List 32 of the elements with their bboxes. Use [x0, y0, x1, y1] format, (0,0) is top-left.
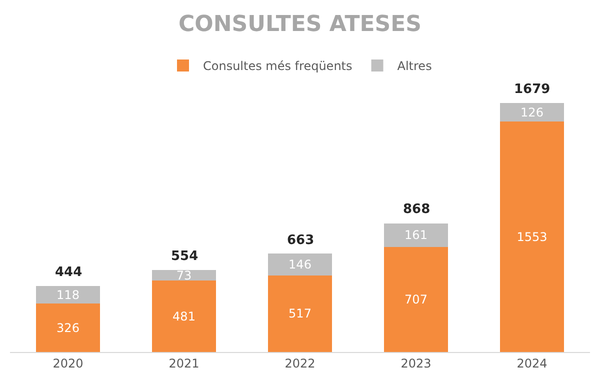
data-label: 517	[288, 306, 312, 321]
bar	[500, 103, 564, 122]
data-label: 146	[288, 258, 312, 272]
bar	[36, 286, 100, 304]
data-label: 118	[56, 288, 80, 302]
data-label: 1553	[516, 230, 548, 244]
x-tick-label: 2021	[168, 356, 200, 370]
legend-label: Altres	[397, 59, 432, 74]
bar	[384, 223, 448, 248]
x-tick-label: 2023	[400, 356, 432, 370]
data-label: 326	[56, 320, 80, 335]
bar	[268, 275, 332, 352]
total-label: 554	[171, 249, 198, 264]
legend-label: Consultes més freqüents	[203, 59, 352, 74]
bar	[152, 280, 216, 352]
data-label: 126	[520, 105, 544, 120]
bar	[500, 122, 564, 352]
total-label: 663	[287, 233, 314, 248]
data-label: 481	[172, 309, 196, 324]
chart-title: CONSULTES ATESES	[178, 12, 422, 37]
x-tick-label: 2020	[52, 356, 84, 370]
total-label: 1679	[514, 82, 550, 97]
data-label: 707	[404, 292, 428, 307]
bar	[384, 247, 448, 352]
x-tick-label: 2024	[516, 356, 548, 370]
data-label: 161	[404, 228, 428, 242]
x-tick-label: 2022	[284, 356, 316, 370]
total-label: 444	[55, 265, 82, 280]
total-label: 868	[403, 202, 430, 217]
bar	[36, 304, 100, 352]
data-label: 73	[176, 268, 192, 282]
bar	[268, 254, 332, 276]
